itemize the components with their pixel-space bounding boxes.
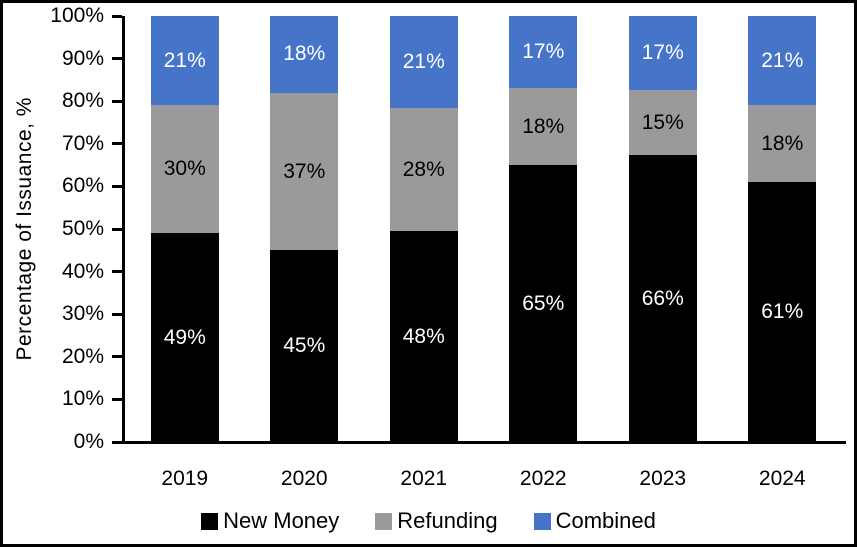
y-tick-mark [112, 227, 122, 231]
bar-segment-refunding: 18% [509, 88, 578, 166]
plot-area: 49% 30% 21% 45% 37% 18% 48% 28% 21% 65% 18% 17% 66% 1… [112, 14, 842, 444]
legend-swatch-new-money [201, 512, 219, 530]
bar-segment-combined: 17% [628, 16, 697, 90]
legend: New Money Refunding Combined [3, 506, 854, 536]
bar-data-label: 18% [283, 42, 326, 66]
bar-segment-combined: 21% [150, 16, 219, 106]
y-tick-label: 50% [61, 217, 104, 240]
bar-data-label: 17% [522, 40, 565, 64]
y-axis-ticks [112, 14, 842, 444]
bar-segment-refunding: 15% [628, 89, 697, 156]
y-tick-mark [112, 397, 122, 401]
y-tick-mark [112, 312, 122, 316]
y-tick-label: 10% [61, 387, 104, 411]
bar-data-label: 65% [522, 291, 565, 315]
y-tick-mark [112, 99, 122, 103]
bar-data-label: 15% [641, 110, 684, 134]
y-tick-label: 80% [61, 89, 104, 113]
bar-data-label: 49% [163, 325, 206, 349]
y-tick-mark [112, 270, 122, 274]
bar-data-label: 21% [761, 48, 804, 72]
bar-segment-combined: 21% [748, 16, 817, 106]
bar-segment-new-money: 65% [509, 165, 578, 442]
bar-2023: 66% 15% 17% [628, 16, 697, 442]
bar-data-label: 30% [163, 157, 206, 181]
y-tick-label: 40% [61, 259, 104, 283]
y-tick-mark [112, 440, 122, 444]
x-axis-labels: 2019 2020 2021 2022 2023 2024 [125, 466, 842, 492]
bar-data-label: 37% [283, 159, 326, 183]
legend-swatch-combined [533, 512, 551, 530]
x-axis-label-2019: 2019 [161, 467, 209, 490]
bar-segment-new-money: 49% [150, 233, 219, 442]
x-axis-label-2020: 2020 [280, 467, 328, 490]
y-axis-line [122, 16, 125, 442]
y-tick-label: 30% [61, 302, 104, 326]
bar-2024: 61% 18% 21% [748, 16, 817, 442]
bar-segment-new-money: 45% [270, 250, 339, 442]
legend-label: New Money [223, 508, 340, 533]
y-tick-mark [112, 355, 122, 359]
bars: 49% 30% 21% 45% 37% 18% 48% 28% 21% 65% 18% 17% 66% 1… [125, 16, 842, 442]
legend-label: Combined [555, 508, 656, 533]
y-tick-label: 70% [61, 131, 104, 155]
x-axis-label-2023: 2023 [639, 467, 687, 490]
legend-item-combined: Combined [533, 508, 656, 534]
y-tick-label: 0% [73, 430, 104, 453]
y-tick-label: 90% [61, 46, 104, 70]
y-tick-label: 60% [61, 174, 104, 198]
bar-segment-refunding: 18% [748, 105, 817, 183]
bar-segment-refunding: 28% [389, 108, 458, 232]
bar-data-label: 66% [641, 286, 684, 310]
bar-segment-new-money: 48% [389, 231, 458, 442]
bar-data-label: 18% [761, 131, 804, 155]
legend-item-new-money: New Money [201, 508, 339, 534]
bar-segment-new-money: 66% [628, 155, 697, 442]
bar-data-label: 18% [522, 114, 565, 138]
bar-segment-combined: 18% [270, 16, 339, 93]
bar-2021: 48% 28% 21% [389, 16, 458, 442]
bar-segment-refunding: 37% [270, 92, 339, 251]
bar-segment-refunding: 30% [150, 105, 219, 234]
bar-data-label: 61% [761, 300, 804, 324]
legend-swatch-refunding [375, 512, 393, 530]
y-tick-label: 100% [50, 4, 104, 27]
y-tick-mark [112, 14, 122, 18]
bar-2020: 45% 37% 18% [270, 16, 339, 442]
bar-segment-combined: 21% [389, 16, 458, 109]
bar-data-label: 21% [402, 50, 445, 74]
legend-label: Refunding [397, 508, 498, 533]
y-tick-mark [112, 142, 122, 146]
bar-2019: 49% 30% 21% [150, 16, 219, 442]
x-axis-line [112, 441, 846, 444]
bar-data-label: 17% [641, 40, 684, 64]
bar-data-label: 45% [283, 334, 326, 358]
x-axis-label-2021: 2021 [400, 467, 448, 490]
bar-data-label: 21% [163, 48, 206, 72]
y-tick-mark [112, 184, 122, 188]
bar-data-label: 28% [402, 157, 445, 181]
bar-segment-new-money: 61% [748, 182, 817, 442]
bar-segment-combined: 17% [509, 16, 578, 89]
x-axis-label-2022: 2022 [519, 467, 567, 490]
legend-item-refunding: Refunding [375, 508, 498, 534]
y-tick-mark [112, 57, 122, 61]
y-tick-label: 20% [61, 344, 104, 368]
bar-2022: 65% 18% 17% [509, 16, 578, 442]
y-axis-labels: 0% 10% 20% 30% 40% 50% 60% 70% 80% 90% 100% [3, 5, 104, 453]
bar-data-label: 48% [402, 324, 445, 348]
x-axis-label-2024: 2024 [758, 467, 806, 490]
